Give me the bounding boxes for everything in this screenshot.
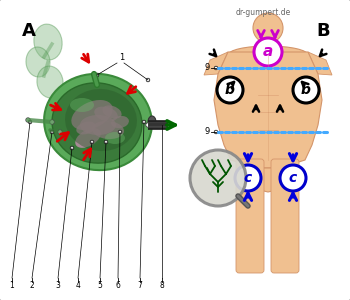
Circle shape [190, 150, 246, 206]
Text: B: B [316, 22, 330, 40]
Ellipse shape [70, 98, 94, 112]
Text: dr-gumpert.de: dr-gumpert.de [235, 8, 290, 17]
Text: 7: 7 [138, 281, 142, 290]
Ellipse shape [75, 128, 101, 148]
Text: 1: 1 [119, 53, 125, 62]
Circle shape [217, 77, 243, 103]
Circle shape [293, 77, 319, 103]
Circle shape [94, 74, 98, 78]
Text: 5: 5 [98, 281, 103, 290]
Circle shape [160, 123, 164, 127]
Circle shape [104, 140, 108, 144]
Circle shape [90, 140, 94, 144]
Text: c: c [289, 171, 297, 185]
Text: 1: 1 [10, 281, 14, 290]
Circle shape [280, 165, 306, 191]
Ellipse shape [65, 89, 137, 151]
Circle shape [70, 146, 74, 150]
Text: 4: 4 [76, 281, 80, 290]
Polygon shape [204, 52, 228, 75]
Text: 3: 3 [56, 281, 61, 290]
Circle shape [214, 130, 218, 134]
Ellipse shape [76, 122, 96, 134]
Text: b: b [225, 83, 235, 97]
Circle shape [164, 122, 172, 128]
Text: a: a [263, 44, 273, 59]
Ellipse shape [26, 47, 50, 77]
Circle shape [146, 123, 150, 127]
Ellipse shape [111, 116, 129, 128]
Text: 2: 2 [30, 281, 34, 290]
Circle shape [50, 120, 54, 124]
Circle shape [146, 78, 150, 82]
Ellipse shape [80, 115, 116, 135]
Circle shape [95, 73, 99, 77]
Ellipse shape [105, 132, 125, 144]
Circle shape [28, 120, 32, 124]
Text: 9: 9 [205, 128, 210, 136]
Ellipse shape [34, 24, 62, 60]
Text: 9: 9 [205, 64, 210, 73]
Text: 8: 8 [160, 281, 164, 290]
FancyBboxPatch shape [271, 159, 299, 273]
Circle shape [50, 130, 54, 134]
Circle shape [254, 38, 282, 66]
Circle shape [58, 130, 62, 134]
Ellipse shape [103, 105, 121, 119]
Ellipse shape [228, 46, 308, 64]
Ellipse shape [44, 74, 152, 170]
Circle shape [214, 66, 218, 70]
Polygon shape [236, 162, 300, 192]
Text: b: b [301, 83, 311, 97]
Circle shape [235, 165, 261, 191]
Circle shape [26, 118, 30, 122]
Ellipse shape [94, 106, 118, 122]
Circle shape [118, 130, 122, 134]
Polygon shape [308, 52, 332, 75]
Ellipse shape [92, 121, 124, 139]
Text: 6: 6 [116, 281, 120, 290]
Circle shape [253, 13, 283, 43]
Polygon shape [261, 43, 275, 52]
Ellipse shape [148, 116, 156, 128]
Ellipse shape [37, 66, 63, 98]
Ellipse shape [52, 83, 142, 163]
Ellipse shape [71, 100, 113, 130]
FancyBboxPatch shape [236, 159, 264, 273]
Text: c: c [244, 171, 252, 185]
Polygon shape [214, 52, 322, 168]
Circle shape [142, 120, 146, 124]
Text: A: A [22, 22, 36, 40]
